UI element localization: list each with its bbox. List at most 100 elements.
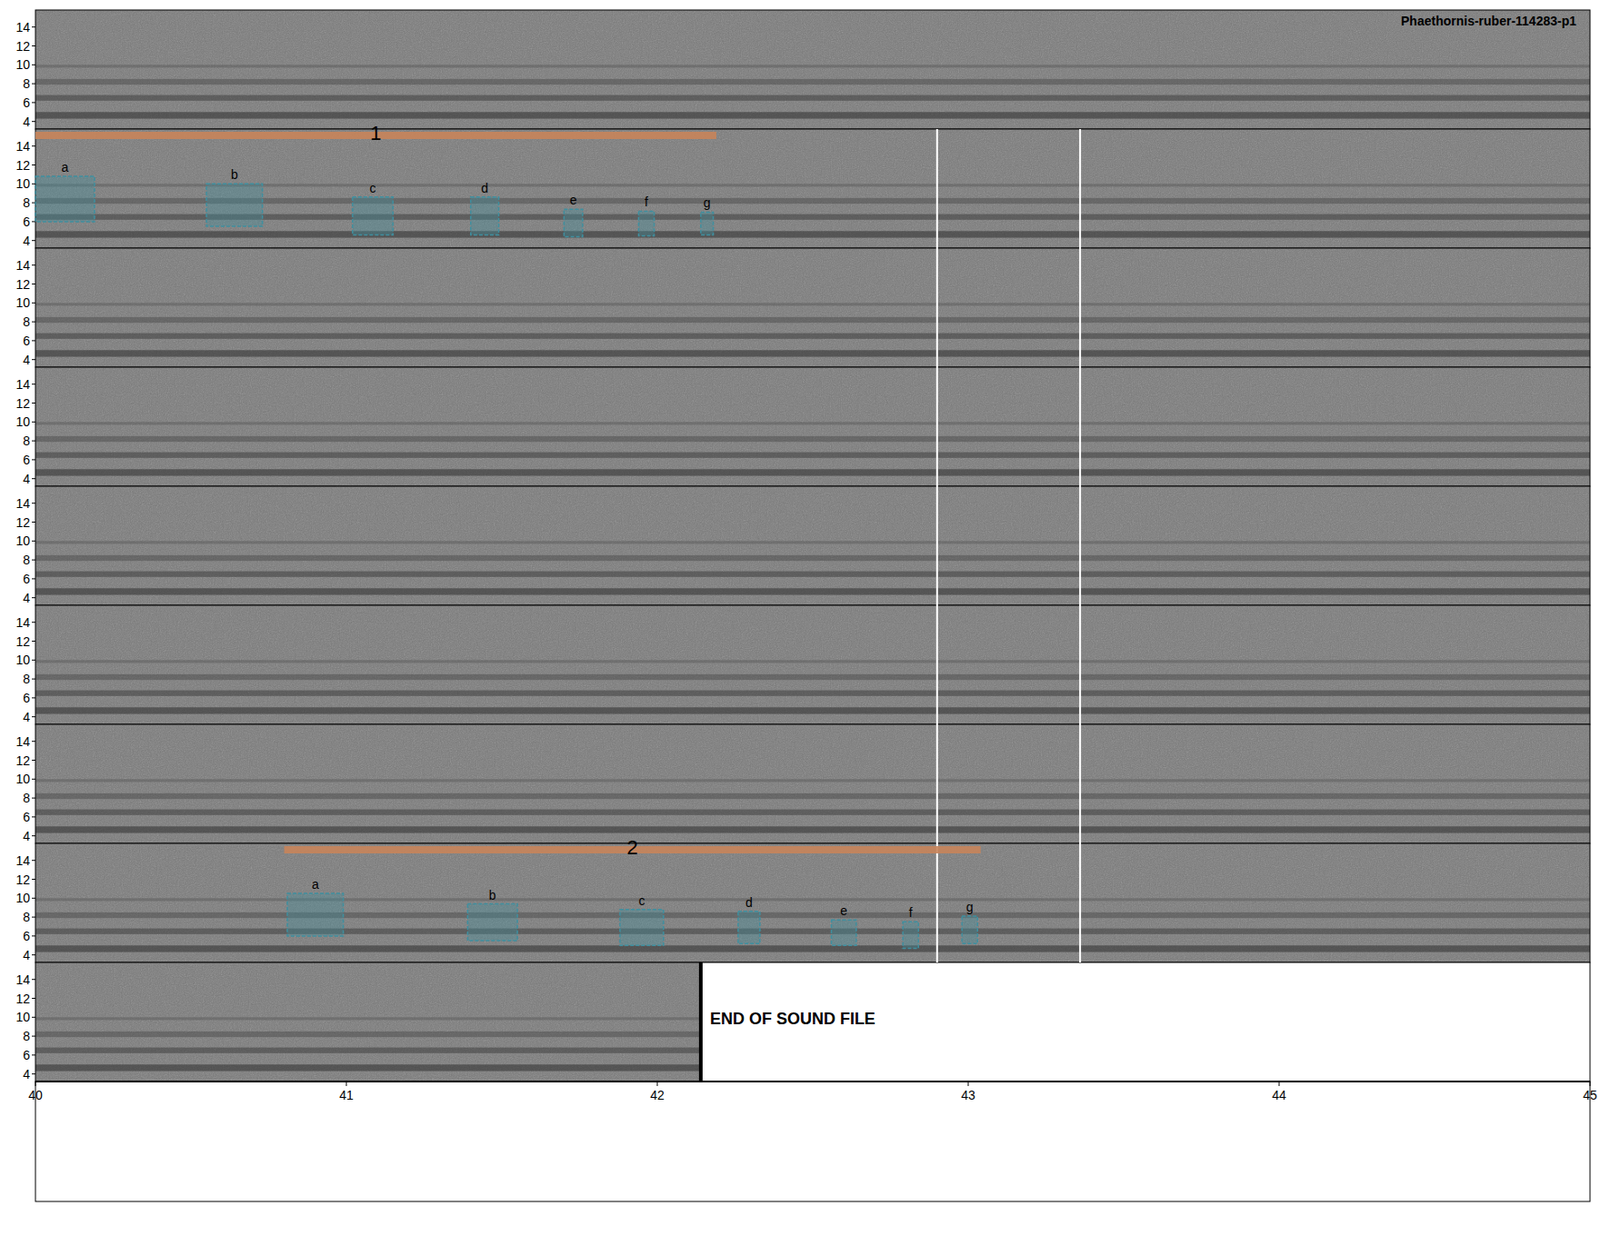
- element-label: a: [311, 877, 320, 892]
- spectrogram-grain: [35, 724, 1590, 844]
- row-frame: [35, 10, 1590, 130]
- y-tick: [31, 879, 36, 880]
- y-tick-label: 6: [22, 95, 30, 110]
- spectrogram-row: 468101214: [15, 843, 1590, 963]
- noise-band: [35, 555, 1590, 561]
- y-tick-label: 12: [15, 872, 30, 888]
- row-content: [35, 843, 1590, 963]
- divider: [936, 129, 939, 963]
- element-label: e: [570, 192, 578, 208]
- spectrogram-bg: [35, 248, 1590, 368]
- spectrogram-bg: [35, 367, 1590, 487]
- x-tick-label: 41: [339, 1088, 354, 1103]
- y-tick: [31, 697, 36, 699]
- y-tick-label: 12: [15, 753, 30, 769]
- y-tick-label: 8: [22, 1029, 30, 1044]
- y-tick: [31, 183, 36, 185]
- noise-band: [35, 674, 1590, 680]
- element-box: [961, 916, 978, 944]
- element-box: [738, 911, 760, 944]
- noise-band: [35, 690, 1590, 697]
- spectrogram-row: 468101214: [15, 605, 1590, 725]
- element-box: [620, 910, 664, 947]
- y-tick-label: 4: [22, 233, 30, 249]
- row-frame: [35, 605, 1590, 725]
- noise-band: [35, 1048, 701, 1054]
- y-tick-label: 6: [22, 571, 30, 587]
- y-tick-label: 14: [15, 139, 30, 154]
- spectrogram-row: 468101214: [15, 486, 1590, 606]
- y-tick-label: 6: [22, 452, 30, 468]
- y-tick-label: 12: [15, 39, 30, 54]
- y-tick-label: 4: [22, 1067, 30, 1082]
- y-tick-label: 8: [22, 552, 30, 568]
- y-tick: [31, 760, 36, 761]
- row-frame: [35, 843, 1590, 963]
- x-tick-label: 42: [650, 1088, 665, 1103]
- y-tick-label: 12: [15, 277, 30, 292]
- y-tick: [31, 979, 36, 980]
- spectrogram-bg: [35, 129, 1590, 249]
- noise-band: [35, 779, 1590, 782]
- spectrogram-grain: [35, 248, 1590, 368]
- y-tick-label: 14: [15, 734, 30, 750]
- spectrogram-grain: [35, 367, 1590, 487]
- y-tick-label: 10: [15, 652, 30, 668]
- spectrogram-grain: [35, 605, 1590, 725]
- spectrogram-grain: [35, 843, 1590, 963]
- noise-band: [35, 333, 1590, 340]
- noise-band: [35, 452, 1590, 459]
- noise-band: [35, 1017, 701, 1020]
- row-content: [35, 10, 1590, 130]
- y-tick-label: 8: [22, 671, 30, 687]
- noise-band: [35, 214, 1590, 220]
- y-tick: [31, 45, 36, 47]
- y-tick-label: 14: [15, 615, 30, 630]
- y-tick: [31, 1036, 36, 1038]
- spectrogram-grain: [35, 962, 701, 1082]
- x-tick: [1279, 1081, 1280, 1087]
- y-tick-label: 4: [22, 829, 30, 844]
- spectrogram-row: 468101214: [15, 129, 1590, 249]
- element-label: g: [703, 195, 711, 210]
- element-label: f: [909, 905, 913, 920]
- element-label: d: [745, 895, 753, 910]
- y-tick-label: 6: [22, 929, 30, 944]
- noise-band: [35, 660, 1590, 663]
- noise-band: [35, 898, 1590, 901]
- y-tick: [31, 679, 36, 680]
- y-tick: [31, 798, 36, 800]
- y-tick: [31, 383, 36, 385]
- y-tick: [31, 716, 36, 718]
- y-tick: [31, 779, 36, 780]
- noise-band: [35, 707, 1590, 714]
- noise-band: [35, 945, 1590, 952]
- x-tick-label: 43: [960, 1088, 976, 1103]
- eof-line: [699, 962, 703, 1082]
- y-tick-label: 10: [15, 57, 30, 72]
- y-tick-label: 14: [15, 496, 30, 511]
- spectrogram-row: 468101214: [15, 724, 1590, 844]
- y-tick: [31, 421, 36, 423]
- spectrogram-row: 468101214: [15, 10, 1590, 130]
- axis-box: [35, 1081, 1590, 1202]
- noise-band: [35, 198, 1590, 204]
- noise-band: [35, 1031, 701, 1038]
- row-content: [35, 486, 1590, 606]
- y-tick-label: 6: [22, 333, 30, 349]
- element-box: [470, 197, 500, 236]
- element-box: [206, 183, 263, 227]
- row-content: [35, 724, 1590, 844]
- element-label: c: [638, 893, 645, 909]
- y-tick-label: 8: [22, 790, 30, 806]
- element-box: [638, 210, 654, 236]
- y-tick: [31, 478, 36, 480]
- y-tick-label: 6: [22, 214, 30, 230]
- y-tick: [31, 340, 36, 341]
- y-tick: [31, 26, 36, 28]
- selection-label: 2: [627, 836, 639, 860]
- row-frame: [35, 724, 1590, 844]
- selection-label: 1: [370, 121, 381, 145]
- y-tick-label: 4: [22, 948, 30, 963]
- y-tick-label: 8: [22, 910, 30, 925]
